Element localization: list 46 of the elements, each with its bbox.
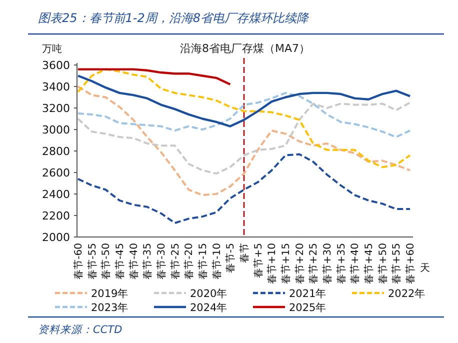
x-tick-label: 春节 <box>238 243 250 263</box>
x-tick-label: 春节-50 <box>100 243 112 280</box>
y-tick-label: 2600 <box>42 166 70 180</box>
y-tick-label: 2000 <box>42 231 70 244</box>
x-tick-label: 春节+55 <box>390 243 403 284</box>
legend-label: 2023年 <box>91 302 129 314</box>
y-tick-label: 2400 <box>42 188 70 201</box>
x-tick-label: 春节+60 <box>404 243 416 284</box>
x-tick-label: 春节-30 <box>156 243 168 280</box>
chart-subtitle: 沿海8省电厂存煤（MA7） <box>180 42 310 55</box>
x-tick-label: 春节+20 <box>294 243 306 284</box>
legend-label: 2021年 <box>289 288 327 300</box>
x-tick-label: 春节-40 <box>128 243 140 280</box>
x-tick-label: 春节+5 <box>252 243 264 278</box>
chart-title: 图表25：春节前1-2周，沿海8省电厂存煤环比续降 <box>38 11 310 25</box>
legend-label: 2020年 <box>190 288 228 300</box>
x-tick-label: 春节+35 <box>335 243 348 284</box>
y-tick-label: 3000 <box>42 124 70 136</box>
legend-label: 2022年 <box>388 288 426 300</box>
x-tick-label: 春节-55 <box>86 243 98 280</box>
x-tick-label: 春节-60 <box>72 243 84 280</box>
x-tick-label: 春节+10 <box>266 243 278 284</box>
x-tick-label: 春节-10 <box>210 243 223 280</box>
x-tick-label: 春节+25 <box>308 243 320 284</box>
x-axis-title: 天 <box>420 263 430 274</box>
x-tick-label: 春节+40 <box>349 243 362 284</box>
x-tick-label: 春节-35 <box>142 243 154 280</box>
y-tick-label: 3400 <box>42 80 70 94</box>
legend-label: 2019年 <box>91 288 129 300</box>
y-tick-label: 3200 <box>42 102 70 115</box>
x-tick-label: 春节-20 <box>183 243 196 280</box>
x-tick-label: 春节-15 <box>197 243 209 280</box>
legend-label: 2025年 <box>289 302 327 314</box>
y-axis-title: 万吨 <box>42 43 62 55</box>
x-tick-label: 春节+50 <box>376 243 389 284</box>
text: 资料来源：CCTD <box>38 324 122 336</box>
legend-label: 2024年 <box>190 302 228 314</box>
x-tick-label: 春节-45 <box>114 243 126 280</box>
x-tick-label: 春节+15 <box>280 243 292 284</box>
x-tick-label: 春节+30 <box>322 243 334 284</box>
y-tick-label: 3600 <box>42 59 70 72</box>
x-tick-label: 春节+45 <box>363 243 375 284</box>
x-tick-label: 春节-5 <box>224 243 237 273</box>
y-tick-label: 2800 <box>42 145 70 158</box>
x-tick-label: 春节-25 <box>169 243 182 280</box>
y-tick-label: 2200 <box>42 210 70 222</box>
